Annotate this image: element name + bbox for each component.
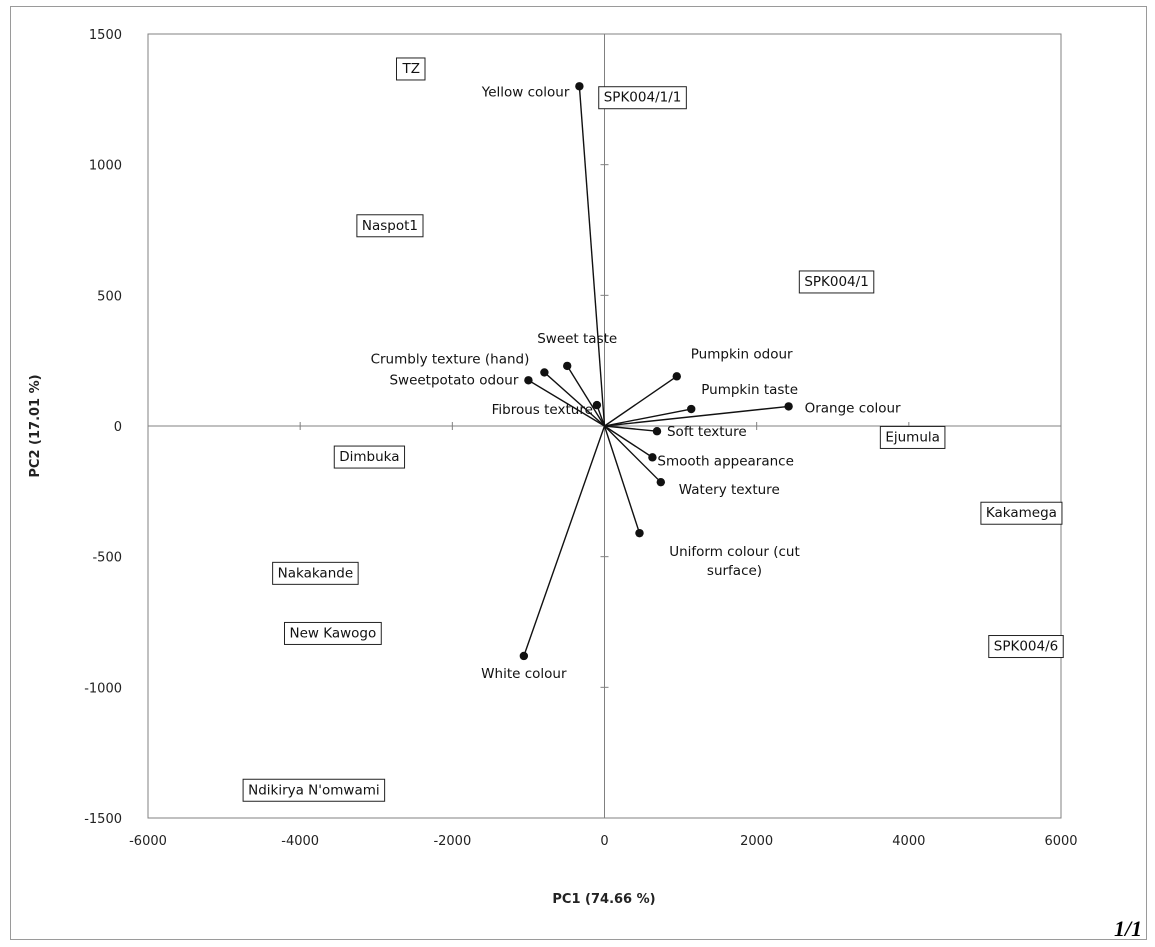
variable-label: Fibrous texture — [492, 402, 593, 418]
loading-vector — [566, 365, 606, 427]
variable-label: Uniform colour (cut surface) — [669, 544, 800, 579]
variable-label: Sweet taste — [537, 331, 617, 347]
observation-box: SPK004/6 — [988, 635, 1064, 659]
observation-box-border — [242, 778, 386, 802]
observation-box: Kakamega — [980, 501, 1063, 525]
observation-box-border — [272, 561, 359, 585]
variable-label: Pumpkin odour — [691, 346, 793, 362]
variable-label: Smooth appearance — [657, 453, 793, 469]
x-axis-title: PC1 (74.66 %) — [552, 892, 655, 907]
y-tick-label: -500 — [92, 551, 122, 566]
loading-vector — [578, 86, 606, 427]
observation-label: SPK004/1 — [804, 274, 868, 290]
variable-label: White colour — [481, 666, 567, 682]
x-tick-label: 2000 — [740, 834, 773, 849]
observation-label: Ejumula — [885, 429, 940, 445]
loading-point — [672, 372, 681, 381]
y-axis-title: PC2 (17.01 %) — [28, 374, 43, 477]
loading-point — [648, 453, 657, 462]
loading-point — [656, 477, 666, 487]
observation-box: Dimbuka — [333, 445, 406, 469]
figure-frame: -6000 -4000 -2000 0 2000 4000 6000 -1500 -1000 -5… — [10, 6, 1147, 940]
observation-label: SPK004/1/1 — [604, 90, 682, 106]
y-tick-label: 0 — [114, 420, 122, 435]
x-tick-label: 6000 — [1044, 834, 1077, 849]
loading-point — [635, 528, 644, 538]
loading-vector — [604, 405, 789, 427]
loading-point — [563, 361, 572, 371]
observation-box-border — [988, 635, 1064, 659]
observation-box: SPK004/1 — [798, 270, 875, 294]
variable-label: Watery texture — [679, 482, 780, 498]
loading-vectors: Yellow colour Sweet taste Crumbly texture … — [371, 82, 901, 682]
x-tick-label: -2000 — [433, 834, 471, 849]
x-tick-label: 4000 — [892, 834, 925, 849]
observation-box-border — [356, 214, 424, 238]
observation-box: Ejumula — [879, 425, 946, 449]
observation-box-border — [879, 425, 946, 449]
loading-vector — [604, 425, 658, 432]
observation-box-border — [283, 621, 382, 645]
observation-label: Dimbuka — [339, 449, 399, 465]
y-tick-label: 500 — [97, 289, 122, 304]
observation-label: Naspot1 — [362, 218, 418, 234]
observation-label: SPK004/6 — [994, 639, 1058, 655]
observation-box: Naspot1 — [356, 214, 424, 238]
variable-label: Sweetpotato odour — [389, 372, 518, 388]
x-tick-label: -4000 — [281, 834, 319, 849]
observation-label: Nakakande — [278, 565, 354, 581]
page-marker: 1/1 — [1114, 916, 1143, 941]
loading-point — [652, 427, 662, 436]
loading-point — [540, 368, 549, 377]
observation-box-border — [395, 57, 426, 81]
y-tick-label: -1000 — [84, 681, 122, 696]
loading-point — [575, 82, 584, 91]
loading-point — [519, 651, 529, 661]
observation-box-border — [798, 270, 875, 294]
observation-label: New Kawogo — [289, 625, 376, 641]
loading-point — [524, 376, 533, 385]
observation-label: Kakamega — [986, 505, 1057, 521]
observation-box-border — [598, 86, 687, 110]
loading-vector — [523, 425, 606, 657]
loading-vector — [604, 425, 662, 483]
observation-box: Ndikirya N'omwami — [242, 778, 386, 802]
observation-label: TZ — [401, 61, 420, 77]
observation-box: TZ — [395, 57, 426, 81]
loading-vector — [604, 408, 692, 427]
loading-point — [592, 400, 602, 410]
variable-label: Yellow colour — [481, 84, 570, 100]
variable-label: Pumpkin taste — [701, 382, 798, 398]
loading-vector — [604, 375, 678, 427]
observation-box-border — [333, 445, 406, 469]
variable-label: Soft texture — [667, 424, 747, 440]
y-tick-label: 1000 — [89, 159, 122, 174]
loading-vector — [604, 425, 653, 458]
observation-box: New Kawogo — [283, 621, 382, 645]
loading-vector — [603, 425, 641, 534]
tick-layer: -6000 -4000 -2000 0 2000 4000 6000 -1500 -1000 -5… — [84, 28, 1077, 849]
variable-label: Crumbly texture (hand) — [371, 351, 530, 367]
x-tick-label: -6000 — [129, 834, 167, 849]
pca-biplot: -6000 -4000 -2000 0 2000 4000 6000 -1500 -1000 -5… — [28, 28, 1078, 907]
variable-label: Orange colour — [805, 400, 901, 416]
y-tick-label: 1500 — [89, 28, 122, 43]
loading-vector — [528, 379, 605, 427]
observation-box: SPK004/1/1 — [598, 86, 687, 110]
observation-label: Ndikirya N'omwami — [248, 782, 380, 798]
observation-box: Nakakande — [272, 561, 359, 585]
observation-labels: TZ SPK004/1/1 Naspot1 SPK004/1 Dimbuka Ejumul… — [242, 57, 1064, 802]
loading-vector — [543, 371, 605, 427]
observation-box-border — [980, 501, 1063, 525]
loading-point — [784, 402, 793, 411]
y-tick-label: -1500 — [84, 812, 122, 827]
x-tick-label: 0 — [600, 834, 608, 849]
loading-point — [687, 404, 696, 414]
